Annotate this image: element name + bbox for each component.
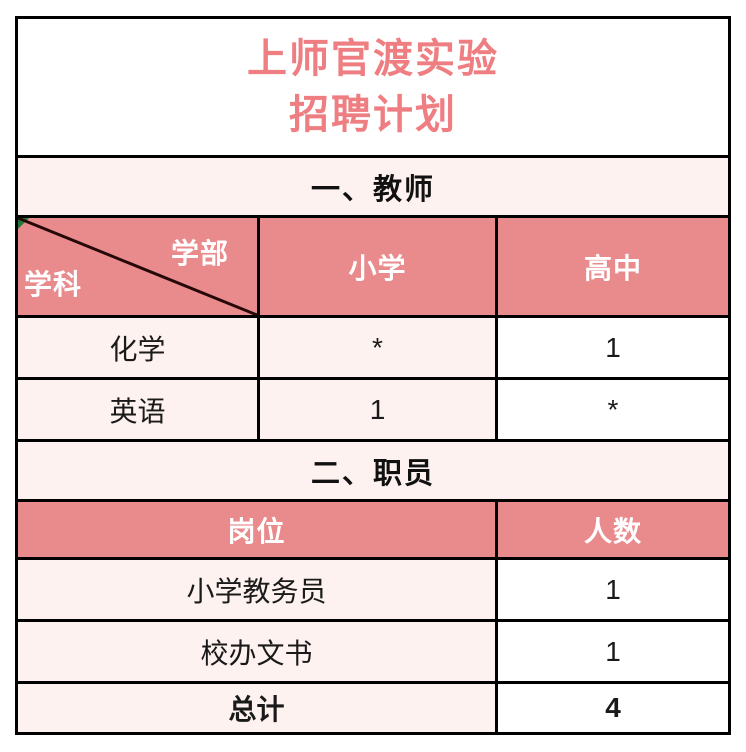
high-school-value-cell: *	[495, 380, 728, 439]
high-school-value-cell: 1	[495, 318, 728, 377]
title-block: 上师官渡实验 招聘计划	[18, 19, 728, 155]
total-label-cell: 总计	[18, 684, 495, 732]
primary-school-value-cell: *	[257, 318, 495, 377]
page-title-line1: 上师官渡实验	[247, 37, 499, 81]
subject-label-cell: 英语	[18, 380, 257, 439]
page-title-line2: 招聘计划	[289, 93, 457, 137]
table-row-primary-registrar: 小学教务员 1	[18, 557, 728, 619]
staff-table-header-row: 岗位 人数	[18, 499, 728, 557]
column-header-high-school: 高中	[495, 218, 728, 315]
corner-label-subject: 学科	[24, 269, 83, 300]
green-corner-marker	[18, 218, 29, 229]
diagonal-corner-cell: 学部 学科	[18, 218, 257, 315]
table-row-chemistry: 化学 * 1	[18, 315, 728, 377]
section-heading-staff: 二、职员	[18, 439, 728, 499]
headcount-value-cell: 1	[495, 560, 728, 619]
column-header-position: 岗位	[227, 515, 286, 547]
column-header-primary-school: 小学	[257, 218, 495, 315]
diagonal-divider-line	[18, 218, 257, 315]
table-row-english: 英语 1 *	[18, 377, 728, 439]
teacher-table-header-row: 学部 学科 小学 高中	[18, 215, 728, 315]
table-row-office-clerk: 校办文书 1	[18, 619, 728, 681]
column-header-headcount: 人数	[495, 502, 728, 557]
corner-label-department: 学部	[170, 238, 229, 269]
section-heading-teachers: 一、教师	[18, 155, 728, 215]
headcount-value-cell: 1	[495, 622, 728, 681]
position-label-cell: 小学教务员	[18, 560, 495, 619]
total-value-cell: 4	[495, 684, 728, 732]
recruitment-plan-table: 上师官渡实验 招聘计划 一、教师 学部 学科 小学 高中 化学 * 1 英语 1…	[15, 16, 731, 735]
position-label-cell: 校办文书	[18, 622, 495, 681]
table-row-total: 总计 4	[18, 681, 728, 732]
primary-school-value-cell: 1	[257, 380, 495, 439]
subject-label-cell: 化学	[18, 318, 257, 377]
